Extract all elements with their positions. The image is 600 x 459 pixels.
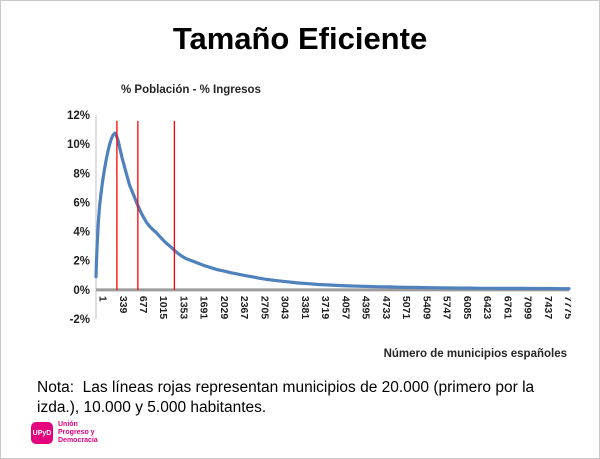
y-tick-label: 6% — [73, 197, 90, 209]
logo-line-1: Unión — [58, 421, 78, 428]
line-chart: 12% 10% 8% 6% 4% 2% 0% -2% 1 339 677 1015 1353 1691 20… — [67, 110, 571, 326]
x-tick-label: 1 — [97, 296, 109, 302]
x-tick-label: 1015 — [157, 296, 169, 320]
x-tick-label: 677 — [137, 296, 149, 314]
y-tick-label: 4% — [73, 227, 90, 239]
x-tick-label: 1691 — [198, 296, 210, 320]
x-tick-label: 3381 — [299, 296, 311, 320]
x-tick-label: 339 — [117, 296, 129, 314]
x-tick-label: 6761 — [501, 296, 513, 320]
x-tick-label: 7775 — [562, 296, 571, 320]
x-tick-label: 2705 — [258, 296, 270, 320]
y-tick-label: 2% — [73, 256, 90, 268]
x-tick-label: 5409 — [420, 296, 432, 320]
x-tick-label: 2367 — [238, 296, 250, 320]
upyd-logo: UPyD Unión Progreso y Democracia — [31, 421, 98, 445]
x-tick-label: 4733 — [380, 296, 392, 320]
y-tick-label: 0% — [73, 285, 90, 297]
x-tick-label: 6423 — [481, 296, 493, 320]
population-income-line — [94, 131, 571, 291]
logo-line-3: Democracia — [58, 437, 98, 445]
x-tick-label: 3043 — [279, 296, 291, 320]
x-tick-label: 5071 — [400, 296, 412, 320]
page-title: Tamaño Eficiente — [172, 21, 428, 56]
x-tick-label: 2029 — [218, 296, 230, 320]
x-axis-title: Número de municipios españoles — [383, 348, 567, 360]
y-tick-label: 12% — [67, 110, 90, 122]
x-tick-label: 6085 — [461, 296, 473, 320]
x-tick-label: 4395 — [360, 296, 372, 320]
upyd-logo-icon: UPyD — [31, 422, 53, 445]
upyd-logo-text: Unión Progreso y Democracia — [58, 421, 98, 445]
logo-line-2: Progreso y — [58, 429, 95, 437]
x-tick-label: 7099 — [522, 296, 534, 320]
y-tick-label: -2% — [70, 314, 90, 326]
y-tick-label: 8% — [73, 168, 90, 180]
y-tick-label: 10% — [67, 139, 90, 151]
x-tick-label: 3719 — [319, 296, 331, 320]
x-tick-label: 1353 — [177, 296, 189, 320]
chart-title: % Población - % Ingresos — [121, 84, 261, 96]
x-tick-label: 4057 — [339, 296, 351, 320]
x-tick-label: 7437 — [542, 296, 554, 320]
note-text: Nota: Las líneas rojas representan munic… — [37, 379, 539, 417]
x-tick-label: 5747 — [441, 296, 453, 320]
